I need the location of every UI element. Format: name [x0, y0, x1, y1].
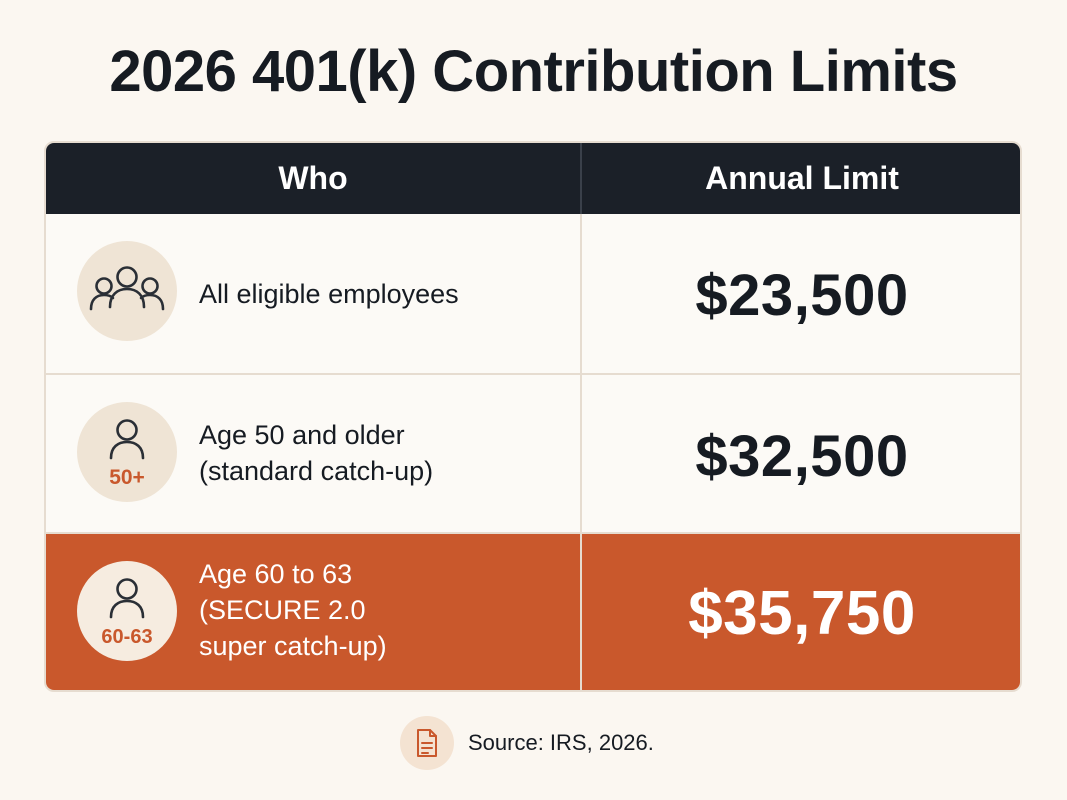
annual-limit-value: $23,500 — [695, 263, 909, 328]
annual-limit-value: $35,750 — [688, 579, 916, 648]
who-label: Age 50 and older (standard catch-up) — [199, 420, 434, 486]
header-annual-limit: Annual Limit — [705, 160, 899, 196]
table-row: All eligible employees $23,500 — [46, 214, 1020, 373]
group-icon — [77, 241, 177, 341]
age-badge: 60-63 — [101, 626, 153, 648]
header-who: Who — [278, 160, 348, 196]
age-badge: 50+ — [109, 466, 145, 489]
row-divider — [46, 373, 1020, 375]
who-label: Age 60 to 63 (SECURE 2.0 super catch-up) — [199, 559, 387, 661]
header-divider — [580, 143, 582, 214]
document-icon — [400, 716, 454, 770]
table-row-highlighted: 60-63 Age 60 to 63 (SECURE 2.0 super cat… — [46, 534, 1020, 690]
who-label: All eligible employees — [199, 279, 459, 309]
row-divider — [46, 532, 1020, 534]
source-text: Source: IRS, 2026. — [468, 730, 654, 755]
annual-limit-value: $32,500 — [695, 424, 909, 489]
person-icon: 60-63 — [77, 561, 177, 661]
table-header: Who Annual Limit — [46, 143, 1020, 214]
table-row: 50+ Age 50 and older (standard catch-up)… — [46, 375, 1020, 532]
column-divider — [580, 214, 582, 690]
page-title: 2026 401(k) Contribution Limits — [109, 39, 958, 104]
contribution-limits-table: Who Annual Limit All eligible employees … — [44, 141, 1022, 692]
person-icon: 50+ — [77, 402, 177, 502]
